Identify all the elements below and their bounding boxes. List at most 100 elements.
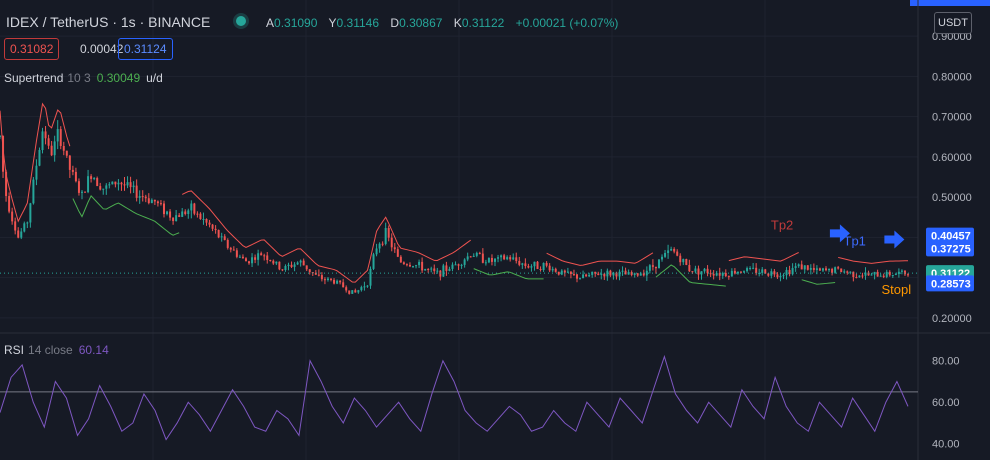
candle-body [159,203,162,205]
candle-body [563,270,566,273]
candle-body [633,273,636,275]
candle-body [99,186,102,190]
candle-body [235,250,238,257]
candle-body [381,243,384,245]
candle-body [661,256,664,260]
candle-body [38,150,41,166]
candle-body [864,272,867,276]
candle-body [548,265,551,271]
currency-button[interactable]: USDT [934,12,972,34]
candle-body [451,264,454,269]
candle-body [162,203,165,215]
candle-body [846,271,849,273]
candle-body [642,273,645,276]
candle-body [123,184,126,186]
symbol-title[interactable]: IDEX / TetherUS · 1s · BINANCE [6,14,211,30]
candle-body [788,269,791,275]
candle-body [727,276,730,278]
candle-body [144,196,147,199]
candle-body [861,275,864,277]
candle-body [876,271,879,277]
candle-body [175,215,178,222]
candle-body [630,272,633,275]
price-label-box [926,227,974,244]
candle-body [390,237,393,248]
candle-body [670,248,673,251]
candle-body [828,269,831,271]
candle-body [709,273,712,275]
price-tick-label: 0.70000 [932,112,972,124]
candle-body [241,256,244,259]
candle-body [770,271,773,276]
rsi-line [0,354,909,441]
candle-body [463,259,466,265]
ohlc-key: D [390,16,400,30]
buy-price-button[interactable]: 0.31124 [118,38,173,60]
candle-body [202,218,205,220]
price-label-box [926,240,974,257]
candle-body [651,265,654,267]
candle-body [512,257,515,260]
candle-body [739,271,742,273]
candle-body [11,211,14,222]
candle-body [114,181,117,185]
candle-body [333,279,336,284]
candle-body [238,256,241,258]
sell-price-button[interactable]: 0.31082 [4,38,60,60]
candle-body [676,251,679,256]
supertrend-segment [0,102,71,223]
candle-body [794,266,797,269]
candle-body [436,270,439,272]
candle-body [484,262,487,264]
candle-body [497,257,500,259]
candle-body [169,211,172,218]
candle-body [475,252,478,256]
candle-body [490,257,493,262]
candle-body [594,271,597,274]
candle-body [685,258,688,265]
candle-body [254,257,257,260]
ohlc-key: A [266,16,275,30]
candle-body [402,262,405,265]
rsi-legend[interactable]: RSI 14 close 60.14 [4,343,109,357]
candle-body [569,271,572,275]
ohlc-value: 0.30867 [399,16,443,30]
candle-body [536,261,539,269]
candle-body [412,266,415,268]
candle-body [290,264,293,267]
candle-body [530,266,533,268]
candle-body [129,182,132,188]
candle-body [493,258,496,262]
supertrend-segment [838,256,909,264]
price-axis[interactable]: 0.900000.800000.700000.600000.500000.400… [926,31,974,451]
candle-body [900,270,903,272]
supertrend-segment [181,190,471,283]
ohlc-value: 0.31146 [336,16,380,30]
candle-body [71,169,74,172]
candle-body [724,273,727,277]
candle-body [667,250,670,254]
candle-body [102,188,105,190]
candle-body [251,257,254,264]
rsi-tick-label: 60.00 [932,397,960,409]
candle-body [524,263,527,267]
supertrend-legend[interactable]: Supertrend 10 3 0.30049 u/d [4,71,163,85]
price-label-box [926,275,974,292]
annotation-label: Tp1 [844,233,866,248]
price-tick-label: 0.50000 [932,192,972,204]
candle-body [80,191,83,193]
candle-body [5,171,8,197]
candle-body [782,275,785,277]
candle-body [187,210,190,215]
candle-body [427,269,430,271]
candle-body [448,268,451,271]
candle-body [257,253,260,260]
candle-body [673,248,676,252]
price-tick-label: 0.60000 [932,152,972,164]
candle-body [93,178,96,180]
candle-body [752,267,755,269]
candle-body [348,290,351,294]
candle-body [339,280,342,283]
